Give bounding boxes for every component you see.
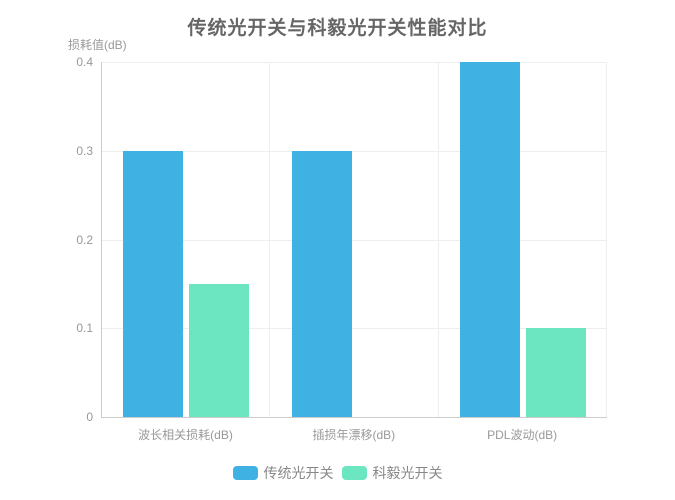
y-tick-label: 0.3 xyxy=(76,143,93,158)
legend-marker-icon xyxy=(232,466,258,480)
bar-传统光开关-PDL波动(dB)[interactable] xyxy=(459,62,520,417)
y-tick-label: 0.1 xyxy=(76,321,93,336)
gridline-horizontal xyxy=(102,62,607,63)
gridline-horizontal xyxy=(102,239,607,241)
gridline-vertical xyxy=(437,62,439,417)
bar-科毅光开关-波长相关损耗(dB)[interactable] xyxy=(189,283,250,417)
x-category-label: PDL波动(dB) xyxy=(487,428,558,442)
bar-传统光开关-波长相关损耗(dB)[interactable] xyxy=(123,150,184,417)
gridline-horizontal xyxy=(102,328,607,330)
chart-title: 传统光开关与科毅光开关性能对比 xyxy=(187,18,488,39)
plot-area xyxy=(101,62,607,418)
gridline-horizontal xyxy=(102,150,607,152)
legend-marker-icon xyxy=(341,466,367,480)
y-tick-label: 0.2 xyxy=(76,232,93,247)
y-axis-name: 损耗值(dB) xyxy=(68,38,127,52)
bar-科毅光开关-PDL波动(dB)[interactable] xyxy=(525,328,586,417)
gridline-vertical xyxy=(606,62,607,417)
x-category-label: 插损年漂移(dB) xyxy=(312,428,396,442)
gridline-vertical xyxy=(269,62,271,417)
legend-item-科毅光开关[interactable]: 科毅光开关 xyxy=(341,463,443,483)
y-tick-label: 0 xyxy=(86,410,93,424)
x-category-label: 波长相关损耗(dB) xyxy=(138,428,233,442)
legend: 传统光开关 科毅光开关 xyxy=(0,463,675,483)
legend-label: 传统光开关 xyxy=(263,465,334,481)
legend-label: 科毅光开关 xyxy=(372,465,443,481)
legend-item-传统光开关[interactable]: 传统光开关 xyxy=(232,463,334,483)
bar-传统光开关-插损年漂移(dB)[interactable] xyxy=(291,150,352,417)
y-tick-label: 0.4 xyxy=(76,55,93,69)
